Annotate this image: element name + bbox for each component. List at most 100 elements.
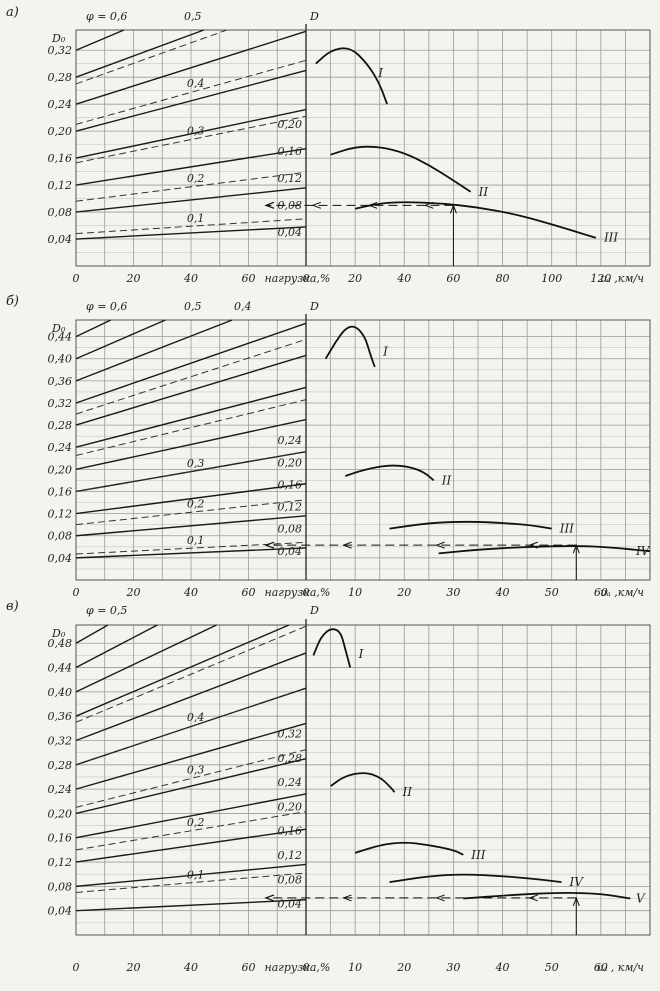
read-arrowhead-left bbox=[435, 894, 445, 902]
speed-tick-label: 30 bbox=[446, 961, 460, 974]
d-tick-label: 0,08 bbox=[278, 199, 303, 212]
load-line bbox=[75, 386, 307, 448]
y-tick-label: 0,08 bbox=[48, 206, 73, 219]
speed-tick-label: 20 bbox=[396, 586, 411, 599]
load-tick-label: 0 bbox=[73, 961, 80, 974]
load-line bbox=[75, 624, 109, 644]
d-tick-label: 0,12 bbox=[278, 849, 303, 862]
speed-tick-label: 10 bbox=[348, 586, 362, 599]
y-tick-label: 0,12 bbox=[48, 856, 73, 869]
load-line bbox=[75, 863, 307, 888]
y-tick-label: 0,28 bbox=[48, 419, 73, 432]
plot-frame bbox=[75, 624, 651, 936]
load-line bbox=[75, 108, 307, 159]
load-line bbox=[75, 319, 233, 382]
y-tick-label: 0,16 bbox=[48, 832, 73, 845]
speed-curve-II bbox=[345, 464, 435, 482]
phi-line bbox=[75, 499, 307, 526]
speed-curve-I bbox=[312, 628, 352, 668]
load-line bbox=[75, 547, 307, 559]
load-tick-label: 0 bbox=[73, 586, 80, 599]
load-line bbox=[75, 319, 166, 360]
load-axis-label: нагрузка,% bbox=[265, 961, 331, 974]
d-tick-label: 0,32 bbox=[278, 727, 303, 740]
curve-label: I bbox=[382, 345, 388, 359]
read-arrowhead-end bbox=[264, 541, 275, 549]
d-tick-label: 0,12 bbox=[278, 501, 303, 514]
panel-letter: в) bbox=[6, 599, 19, 614]
read-arrowhead-left bbox=[435, 541, 445, 549]
phi-line-label: 0,3 bbox=[187, 763, 205, 776]
speed-curve-III bbox=[389, 520, 552, 530]
speed-tick-label: 50 bbox=[545, 961, 559, 974]
curve-label: III bbox=[603, 231, 618, 245]
speed-tick-label: 50 bbox=[545, 586, 559, 599]
speed-axis-label: υₐ ,км/ч bbox=[600, 272, 644, 285]
speed-tick-label: 40 bbox=[495, 961, 510, 974]
read-arrowhead-left bbox=[342, 894, 352, 902]
phi-line bbox=[75, 749, 307, 808]
speed-tick-label: 20 bbox=[347, 272, 362, 285]
d-tick-label: 0,20 bbox=[278, 456, 303, 469]
load-line bbox=[75, 147, 307, 186]
y-tick-label: 0,04 bbox=[48, 233, 73, 246]
phi-line-label: 0,1 bbox=[187, 868, 205, 881]
speed-tick-label: 30 bbox=[446, 586, 460, 599]
load-line bbox=[75, 483, 307, 515]
phi-title-3: 0,4 bbox=[234, 300, 252, 313]
speed-tick-label: 80 bbox=[496, 272, 510, 285]
y-tick-label: 0,12 bbox=[48, 508, 73, 521]
read-arrowhead-end bbox=[264, 894, 275, 902]
curve-label: II bbox=[478, 185, 489, 199]
d-axis-label: D bbox=[309, 300, 319, 313]
y-tick-label: 0,12 bbox=[48, 179, 73, 192]
load-line bbox=[75, 828, 307, 863]
y-tick-label: 0,32 bbox=[48, 397, 73, 410]
y-tick-label: 0,48 bbox=[48, 637, 73, 650]
y-tick-label: 0,20 bbox=[48, 463, 73, 476]
speed-tick-label: 0 bbox=[303, 272, 310, 285]
y-tick-label: 0,44 bbox=[48, 331, 73, 344]
plot-frame bbox=[75, 29, 651, 267]
speed-curve-III bbox=[354, 841, 464, 856]
speed-curve-III bbox=[354, 201, 597, 239]
y-tick-label: 0,36 bbox=[48, 375, 73, 388]
curve-label: I bbox=[377, 66, 383, 80]
load-line bbox=[75, 319, 112, 338]
d-axis-label: D bbox=[309, 10, 319, 23]
curve-label: II bbox=[441, 473, 452, 487]
phi-line bbox=[75, 687, 307, 766]
load-line bbox=[75, 899, 307, 912]
load-tick-label: 60 bbox=[242, 586, 256, 599]
phi-line bbox=[75, 625, 307, 723]
speed-tick-label: 10 bbox=[348, 961, 362, 974]
curve-label: IV bbox=[635, 544, 651, 558]
y-axis-label: D₀ bbox=[51, 32, 66, 45]
d-tick-label: 0,24 bbox=[278, 776, 303, 789]
d-tick-label: 0,04 bbox=[278, 545, 303, 558]
phi-line-label: 0,1 bbox=[187, 212, 205, 225]
panel-letter: б) bbox=[6, 294, 19, 309]
speed-curve-IV bbox=[389, 873, 562, 883]
y-tick-label: 0,32 bbox=[48, 734, 73, 747]
phi-line bbox=[75, 399, 307, 457]
load-line bbox=[75, 624, 158, 669]
read-arrowhead-left bbox=[423, 201, 434, 209]
load-tick-label: 40 bbox=[183, 586, 198, 599]
phi-line bbox=[75, 811, 307, 851]
load-line bbox=[75, 515, 307, 537]
panel-v: 0,040,080,120,160,200,240,280,320,360,40… bbox=[6, 599, 651, 974]
d-tick-label: 0,16 bbox=[278, 145, 303, 158]
read-arrowhead-left bbox=[528, 894, 538, 902]
phi-line bbox=[75, 872, 307, 893]
d-tick-label: 0,16 bbox=[278, 825, 303, 838]
speed-tick-label: 20 bbox=[396, 961, 411, 974]
curve-label: V bbox=[636, 892, 646, 906]
d-tick-label: 0,12 bbox=[278, 172, 303, 185]
d-axis-label: D bbox=[309, 604, 319, 617]
y-tick-label: 0,20 bbox=[48, 807, 73, 820]
d-tick-label: 0,24 bbox=[278, 434, 303, 447]
phi-title-2: 0,5 bbox=[184, 300, 202, 313]
y-axis-label: D₀ bbox=[51, 627, 66, 640]
load-line bbox=[75, 624, 217, 693]
